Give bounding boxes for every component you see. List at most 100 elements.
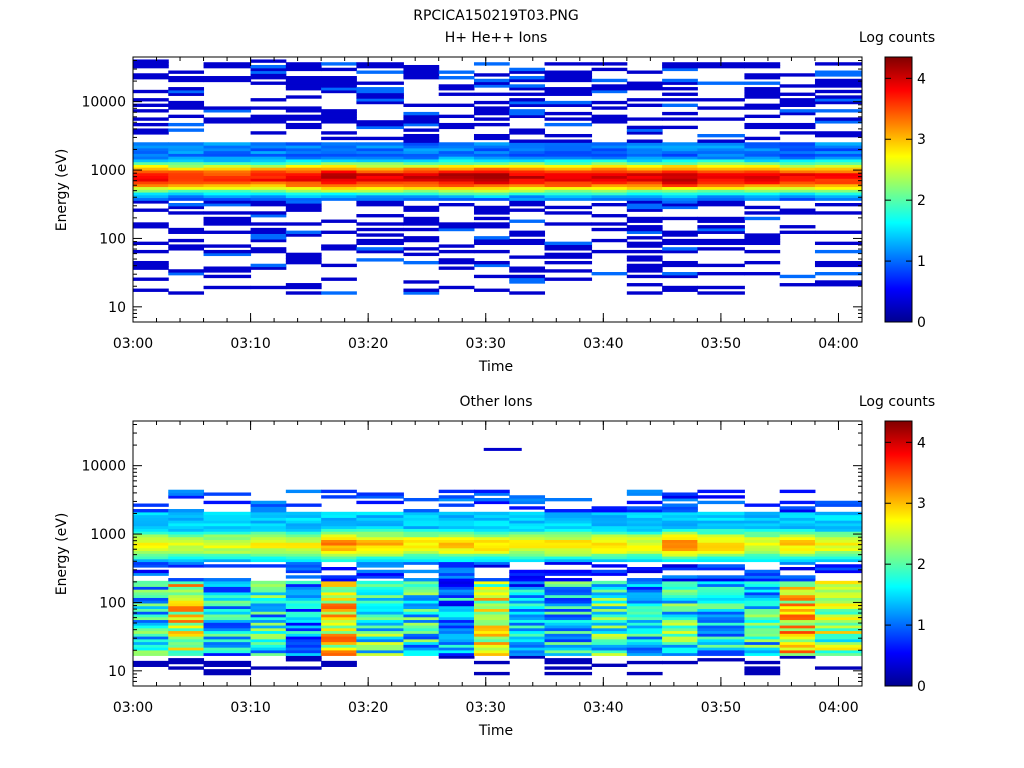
heatmap-cell [285,117,322,121]
heatmap-cell [662,164,698,168]
heatmap-cell [285,567,322,571]
heatmap-cell [544,161,593,165]
heatmap-cell [203,517,252,521]
heatmap-cell [403,633,440,637]
heatmap-cell [203,663,252,667]
heatmap-cell [814,569,863,574]
heatmap-cell [403,586,440,590]
heatmap-cell [744,150,781,154]
heatmap-cell [544,550,593,554]
heatmap-cell [356,241,404,246]
heatmap-cell [250,600,287,604]
heatmap-cell [285,564,322,568]
heatmap-cell [697,539,745,543]
heatmap-cell [438,191,475,196]
heatmap-cell [662,495,698,499]
heatmap-cell [250,506,287,510]
heatmap-cell [473,492,510,496]
heatmap-cell [544,142,593,146]
heatmap-cell [133,167,169,171]
heatmap-cell [203,622,252,626]
heatmap-cell [321,109,357,113]
heatmap-cell [403,652,440,656]
heatmap-cell [321,600,357,604]
heatmap-cell [814,539,863,543]
heatmap-cell [321,597,357,601]
heatmap-cell [744,591,781,596]
heatmap-cell [403,531,440,535]
heatmap-cell [133,122,169,127]
heatmap-cell [133,647,169,651]
heatmap-cell [473,238,510,243]
heatmap-cell [509,200,546,204]
heatmap-cell [779,542,816,546]
heatmap-cell [356,222,404,226]
heatmap-cell [591,663,628,667]
heatmap-cell [203,619,252,623]
heatmap-cell [321,589,357,593]
heatmap-cell [591,597,628,601]
heatmap-cell [509,98,546,102]
heatmap-cell [779,649,816,654]
heatmap-cell [814,586,863,590]
heatmap-cell [438,203,475,207]
heatmap-cell [697,189,745,193]
heatmap-cell [403,539,440,543]
heatmap-cell [403,114,440,119]
heatmap-cell [250,605,287,610]
heatmap-cell [168,641,205,645]
heatmap-cell [662,605,698,610]
heatmap-cell [697,580,745,585]
heatmap-cell [356,528,404,532]
heatmap-cell [662,62,698,66]
heatmap-cell [133,616,169,621]
heatmap-cell [544,87,593,91]
heatmap-cell [697,542,745,546]
heatmap-cell [250,67,287,72]
heatmap-cell [321,189,357,193]
heatmap-cell [509,277,546,281]
heatmap-cell [285,64,322,69]
heatmap-cell [250,147,287,152]
heatmap-cell [591,564,628,568]
heatmap-cell [321,544,357,549]
heatmap-cell [544,630,593,634]
heatmap-cell [438,644,475,648]
heatmap-cell [168,147,205,152]
heatmap-cell [544,602,593,607]
heatmap-cell [438,605,475,610]
y-tick-label-top: 10 [108,300,126,316]
heatmap-cell [662,145,698,149]
heatmap-cell [250,263,287,268]
heatmap-cell [321,180,357,185]
heatmap-cell [473,260,510,265]
axis-ticks-top: 03:00 03:10 03:20 03:30 03:40 03:50 04:0010100… [81,57,863,352]
heatmap-cell [662,520,698,524]
heatmap-cell [779,589,816,593]
heatmap-cell [814,175,863,179]
heatmap-cell [285,197,322,201]
heatmap-cell [321,594,357,598]
heatmap-cell [814,589,863,593]
heatmap-cell [473,211,510,215]
heatmap-cell [321,575,357,579]
heatmap-cell [779,191,816,196]
heatmap-cell [662,274,698,279]
heatmap-cell [168,164,205,168]
heatmap-cell [403,73,440,77]
heatmap-cell [438,514,475,518]
heatmap-cell [356,608,404,612]
heatmap-cell [544,531,593,535]
heatmap-cell [285,539,322,543]
heatmap-cell [779,84,816,88]
heatmap-cell [168,660,205,665]
heatmap-cell [744,233,781,237]
heatmap-cell [203,169,252,174]
heatmap-cell [321,652,357,656]
heatmap-cell [356,81,404,85]
heatmap-cell [814,644,863,648]
heatmap-cell [697,553,745,557]
heatmap-cell [356,597,404,601]
heatmap-cell [403,555,440,560]
